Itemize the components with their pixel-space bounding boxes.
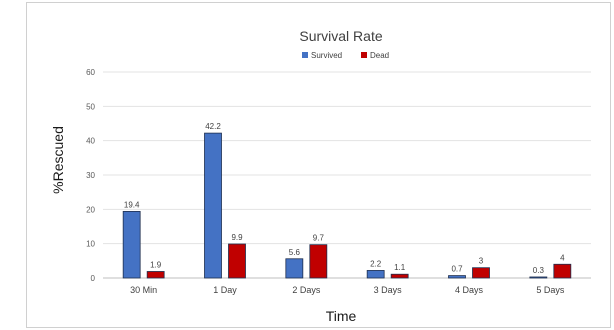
y-tick-label: 60 [86, 68, 95, 77]
data-label: 5.6 [289, 248, 301, 257]
chart-title: Survival Rate [299, 28, 382, 44]
data-label: 0.7 [451, 265, 463, 274]
survived-legend-label: Survived [311, 51, 342, 60]
data-label: 0.3 [533, 266, 545, 275]
data-label: 1.9 [150, 260, 162, 269]
x-category-label: 3 Days [374, 285, 403, 295]
x-axis-categories: 30 Min 1 Day 2 Days 3 Days 4 Days 5 Days [130, 285, 565, 295]
x-category-label: 1 Day [213, 285, 237, 295]
bars [122, 132, 572, 279]
dead-legend-label: Dead [370, 51, 389, 60]
dead-bar [553, 263, 572, 279]
survived-bar [448, 275, 466, 279]
y-tick-label: 30 [86, 171, 95, 180]
survived-bar [529, 276, 548, 279]
survived-bar [204, 132, 222, 279]
legend: Survived Dead [302, 51, 389, 60]
y-axis-ticks: 0 10 20 30 40 50 60 [86, 68, 95, 283]
chart-frame [26, 2, 611, 328]
data-label: 9.7 [313, 234, 325, 243]
x-category-label: 30 Min [130, 285, 157, 295]
data-label: 1.1 [394, 263, 406, 272]
data-label: 9.9 [231, 233, 243, 242]
x-axis-title: Time [326, 308, 357, 324]
survived-bar [122, 210, 141, 279]
y-axis-title: %Rescued [50, 126, 66, 194]
y-tick-label: 0 [91, 274, 96, 283]
data-label: 2.2 [370, 259, 382, 268]
data-label: 4 [560, 253, 565, 262]
dead-bar [472, 267, 490, 279]
y-tick-label: 20 [86, 205, 95, 214]
y-tick-label: 40 [86, 137, 95, 146]
data-labels: 19.4 1.9 42.2 9.9 5.6 9.7 2.2 1.1 0.7 3 0.3 4 [124, 122, 565, 275]
x-category-label: 5 Days [536, 285, 565, 295]
dead-bar [309, 244, 328, 279]
y-tick-label: 10 [86, 240, 95, 249]
data-label: 42.2 [205, 122, 221, 131]
dead-legend-swatch [361, 52, 367, 58]
x-category-label: 2 Days [292, 285, 321, 295]
dead-bar [228, 243, 246, 279]
x-category-label: 4 Days [455, 285, 484, 295]
survived-bar [285, 258, 304, 279]
data-label: 3 [479, 257, 484, 266]
dead-bar [390, 273, 409, 279]
y-tick-label: 50 [86, 102, 95, 111]
data-label: 19.4 [124, 200, 140, 209]
survived-bar [366, 270, 385, 279]
survived-legend-swatch [302, 52, 308, 58]
dead-bar [146, 271, 165, 279]
gridlines [103, 71, 591, 279]
